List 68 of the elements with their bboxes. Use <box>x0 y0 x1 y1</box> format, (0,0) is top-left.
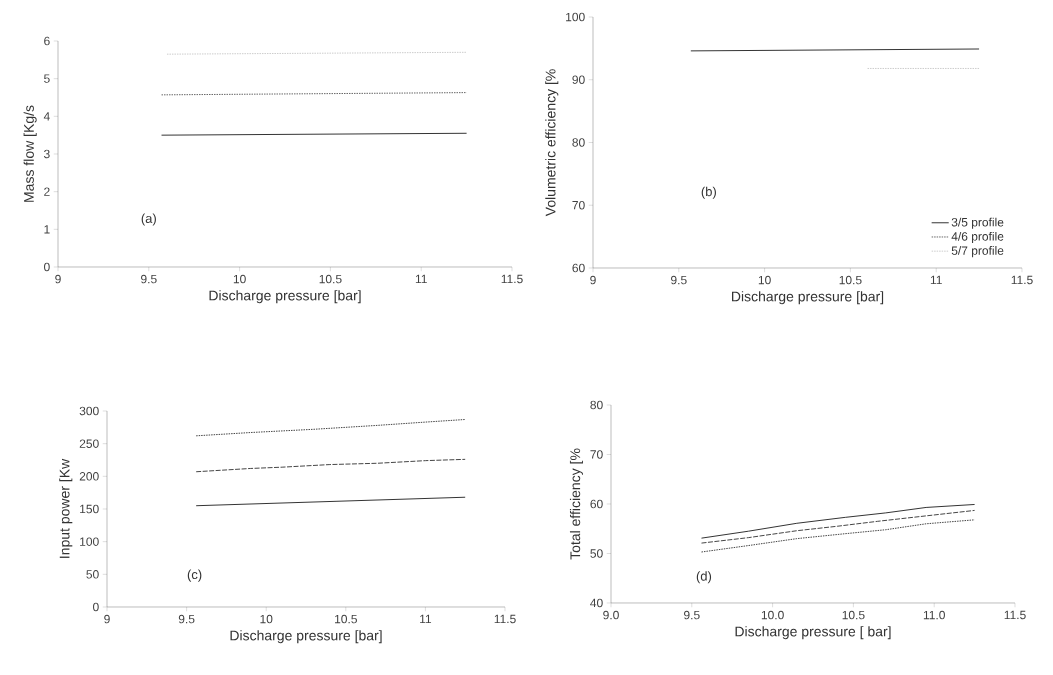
y-tick-label: 5 <box>44 74 50 83</box>
x-tick-label: 9.0 <box>603 610 619 620</box>
y-tick-label: 60 <box>572 263 585 273</box>
y-tick-label: 3 <box>43 149 50 159</box>
line-series <box>195 418 466 437</box>
y-tick-label: 0 <box>44 262 50 272</box>
x-tick-label: 9.5 <box>684 610 700 620</box>
y-tick-label: 100 <box>80 537 99 546</box>
x-tick-label: 10.5 <box>839 275 862 285</box>
y-tick-label: 4 <box>43 112 50 121</box>
y-tick-label: 90 <box>572 75 585 84</box>
annotation: (a) <box>141 213 156 226</box>
legend-label: 4/6 profile <box>951 231 1004 244</box>
x-tick-label: 9.5 <box>141 274 157 284</box>
x-axis-title: Discharge pressure [ bar] <box>735 626 891 640</box>
y-tick-label: 80 <box>572 138 585 147</box>
y-tick-label: 2 <box>44 187 50 196</box>
y-tick-label: 80 <box>590 400 603 410</box>
x-axis-title: Discharge pressure [bar] <box>209 290 361 304</box>
y-tick-label: 1 <box>44 225 50 234</box>
legend-label: 3/5 profile <box>951 217 1004 229</box>
y-tick-label: 200 <box>79 472 99 481</box>
x-tick-label: 9 <box>590 275 596 285</box>
x-axis-title: Discharge pressure [bar] <box>230 630 382 644</box>
y-tick-label: 50 <box>590 549 603 558</box>
line-series <box>701 519 976 553</box>
line-series <box>195 458 466 473</box>
x-tick-label: 11.5 <box>494 614 516 624</box>
x-tick-label: 11.5 <box>1004 610 1026 620</box>
x-tick-label: 11.5 <box>501 274 523 284</box>
x-axis-title: Discharge pressure [bar] <box>732 291 884 305</box>
y-tick-label: 60 <box>590 499 603 509</box>
x-tick-label: 11 <box>930 275 942 285</box>
y-tick-label: 150 <box>80 504 99 514</box>
y-axis-title: Input power [Kw <box>59 458 73 558</box>
x-tick-label: 11 <box>420 614 432 624</box>
x-tick-label: 10.0 <box>761 610 784 620</box>
y-tick-label: 6 <box>44 36 50 46</box>
y-tick-label: 70 <box>572 201 585 210</box>
x-tick-label: 11 <box>415 274 427 284</box>
x-tick-label: 9.5 <box>671 275 687 285</box>
x-tick-label: 9 <box>104 614 110 624</box>
x-tick-label: 10.5 <box>842 610 865 620</box>
x-tick-label: 10 <box>233 274 246 284</box>
y-tick-label: 100 <box>566 12 585 22</box>
annotation: (c) <box>187 569 202 582</box>
y-tick-label: 0 <box>93 602 99 612</box>
legend-label: 5/7 profile <box>951 246 1004 258</box>
y-axis-title: Volumetric efficiency [% <box>545 69 559 217</box>
x-tick-label: 9.5 <box>178 614 195 624</box>
x-tick-label: 10 <box>260 614 273 624</box>
annotation: (d) <box>696 571 712 584</box>
x-tick-label: 11.5 <box>1011 275 1033 285</box>
y-tick-label: 40 <box>590 598 603 608</box>
line-series <box>701 509 976 544</box>
y-tick-label: 50 <box>86 570 99 579</box>
x-tick-label: 9 <box>55 274 61 284</box>
y-axis-title: Mass flow [Kg/s <box>23 105 37 202</box>
y-axis-title: Total efficiency [% <box>569 448 583 560</box>
annotation: (b) <box>701 186 716 199</box>
y-tick-label: 300 <box>79 406 99 416</box>
x-tick-label: 10 <box>758 275 771 285</box>
y-tick-label: 70 <box>590 450 603 459</box>
line-series <box>701 503 976 539</box>
x-tick-label: 10.5 <box>319 274 342 284</box>
x-tick-label: 11.0 <box>923 610 945 620</box>
x-tick-label: 10.5 <box>335 614 357 624</box>
y-tick-label: 250 <box>79 439 99 448</box>
